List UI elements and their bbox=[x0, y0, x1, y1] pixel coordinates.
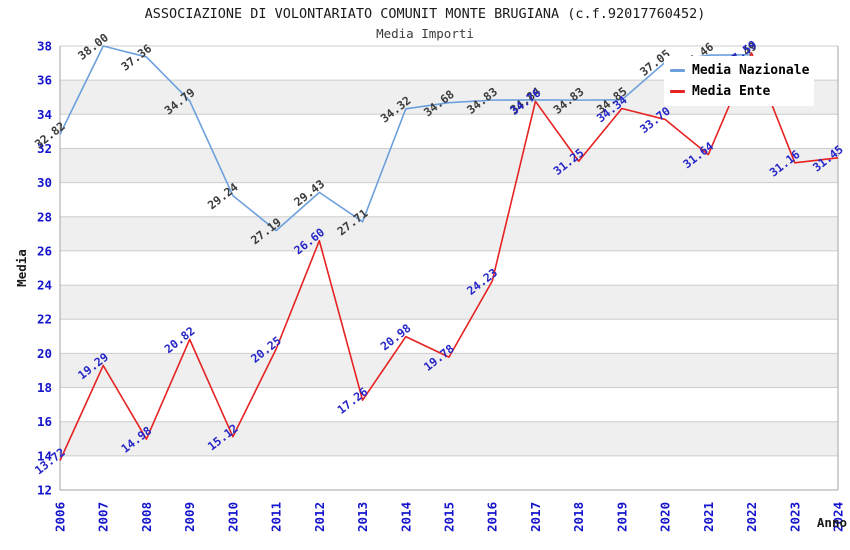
x-axis-title: Anno bbox=[817, 515, 847, 530]
x-tick-label: 2015 bbox=[442, 502, 457, 532]
y-tick-label: 28 bbox=[37, 209, 52, 224]
legend: Media Nazionale Media Ente bbox=[664, 56, 814, 106]
y-tick-label: 16 bbox=[37, 414, 52, 429]
legend-item-media-ente: Media Ente bbox=[670, 84, 814, 99]
x-tick-label: 2016 bbox=[485, 502, 500, 532]
y-tick-label: 12 bbox=[37, 483, 52, 498]
ente-line-swatch-icon bbox=[670, 90, 685, 93]
x-tick-label: 2008 bbox=[139, 502, 154, 532]
x-tick-label: 2014 bbox=[398, 502, 413, 532]
x-tick-label: 2021 bbox=[701, 502, 716, 532]
legend-label: Media Ente bbox=[692, 84, 771, 99]
chart-title: ASSOCIAZIONE DI VOLONTARIATO COMUNIT MON… bbox=[144, 6, 706, 22]
legend-label: Media Nazionale bbox=[692, 63, 810, 78]
y-tick-label: 14 bbox=[37, 448, 52, 463]
x-tick-label: 2007 bbox=[96, 502, 111, 532]
x-tick-label: 2010 bbox=[225, 502, 240, 532]
plot-band bbox=[60, 148, 838, 183]
plot-band bbox=[60, 421, 838, 456]
plot-band bbox=[60, 216, 838, 251]
x-tick-label: 2023 bbox=[787, 502, 802, 532]
media-ente-point-label: 17.26 bbox=[334, 384, 370, 416]
y-tick-label: 34 bbox=[37, 107, 52, 122]
x-tick-label: 2020 bbox=[658, 502, 673, 532]
nazionale-line-swatch-icon bbox=[670, 69, 685, 72]
y-tick-label: 36 bbox=[37, 73, 52, 88]
media-nazionale-point-label: 29.24 bbox=[205, 180, 241, 212]
x-tick-label: 2022 bbox=[744, 502, 759, 532]
y-tick-label: 18 bbox=[37, 380, 52, 395]
media-ente-line bbox=[59, 52, 839, 461]
y-tick-label: 22 bbox=[37, 312, 52, 327]
x-tick-label: 2013 bbox=[355, 502, 370, 532]
x-tick-label: 2011 bbox=[269, 502, 284, 532]
y-tick-label: 24 bbox=[37, 278, 52, 293]
x-tick-label: 2009 bbox=[182, 502, 197, 532]
y-tick-label: 20 bbox=[37, 346, 52, 361]
chart-subtitle: Media Importi bbox=[376, 26, 474, 41]
plot-band bbox=[60, 353, 838, 388]
y-tick-label: 38 bbox=[37, 39, 52, 54]
y-tick-label: 32 bbox=[37, 141, 52, 156]
x-tick-label: 2024 bbox=[831, 502, 846, 532]
x-tick-label: 2019 bbox=[614, 502, 629, 532]
y-axis-title: Media bbox=[14, 249, 29, 287]
x-tick-label: 2012 bbox=[312, 502, 327, 532]
media-nazionale-line bbox=[59, 45, 752, 232]
y-tick-label: 26 bbox=[37, 243, 52, 258]
media-ente-point-label: 20.82 bbox=[162, 324, 198, 356]
y-tick-label: 30 bbox=[37, 175, 52, 190]
plot-band bbox=[60, 285, 838, 320]
legend-item-media-nazionale: Media Nazionale bbox=[670, 63, 814, 78]
x-tick-label: 2018 bbox=[571, 502, 586, 532]
x-tick-label: 2006 bbox=[53, 502, 68, 532]
x-tick-label: 2017 bbox=[528, 502, 543, 532]
